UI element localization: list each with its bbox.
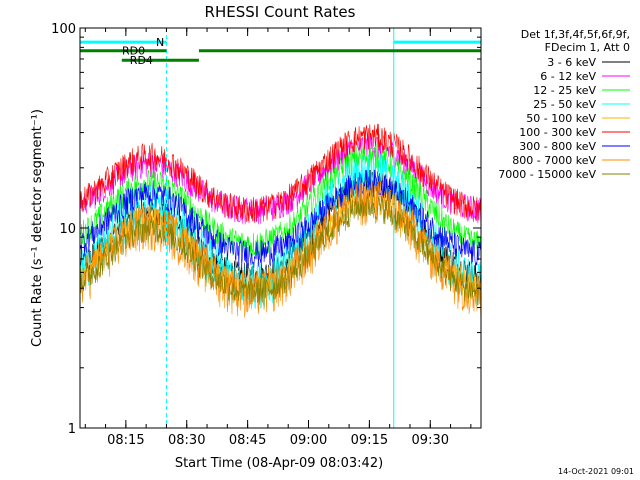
legend-label-0: 3 - 6 keV — [547, 56, 596, 69]
legend-label-2: 12 - 25 keV — [533, 84, 596, 97]
annotation-bar-label-2: RD4 — [130, 54, 153, 67]
footer-timestamp: 14-Oct-2021 09:01 — [558, 467, 634, 476]
y-tick-label-0: 1 — [68, 422, 76, 437]
y-tick-label-2: 100 — [51, 22, 76, 37]
x-tick-label-4: 09:15 — [351, 433, 388, 448]
x-axis-label: Start Time (08-Apr-09 08:03:42) — [175, 456, 383, 471]
x-tick-label-0: 08:15 — [107, 433, 144, 448]
chart-title: RHESSI Count Rates — [205, 3, 356, 21]
legend-label-8: 7000 - 15000 keV — [498, 168, 596, 181]
x-tick-label-5: 09:30 — [412, 433, 449, 448]
legend-label-1: 6 - 12 keV — [540, 70, 596, 83]
legend-label-4: 50 - 100 keV — [526, 112, 596, 125]
legend-label-3: 25 - 50 keV — [533, 98, 596, 111]
x-tick-label-1: 08:30 — [168, 433, 205, 448]
x-tick-label-3: 09:00 — [290, 433, 327, 448]
plot-traces — [79, 123, 482, 318]
y-axis-label: Count Rate (s⁻¹ detector segment⁻¹) — [30, 109, 45, 347]
legend-header-1: FDecim 1, Att 0 — [545, 41, 630, 54]
legend-label-5: 100 - 300 keV — [519, 126, 596, 139]
annotation-bar-label-1: RD0 — [122, 45, 145, 58]
legend-label-7: 800 - 7000 keV — [512, 154, 596, 167]
legend-header-0: Det 1f,3f,4f,5f,6f,9f, — [521, 28, 630, 41]
chart-legend: Det 1f,3f,4f,5f,6f,9f,FDecim 1, Att 0 3 -… — [498, 28, 630, 181]
legend-label-6: 300 - 800 keV — [519, 140, 596, 153]
annotation-bar-label-0: N — [156, 36, 164, 49]
series-line-5 — [79, 123, 482, 224]
y-tick-label-1: 10 — [59, 222, 76, 237]
series-line-8 — [79, 193, 482, 306]
plot-axes: 1 10 100 08:15 08:30 08:45 09:00 09:15 09:30 — [51, 22, 481, 448]
x-tick-label-2: 08:45 — [229, 433, 266, 448]
